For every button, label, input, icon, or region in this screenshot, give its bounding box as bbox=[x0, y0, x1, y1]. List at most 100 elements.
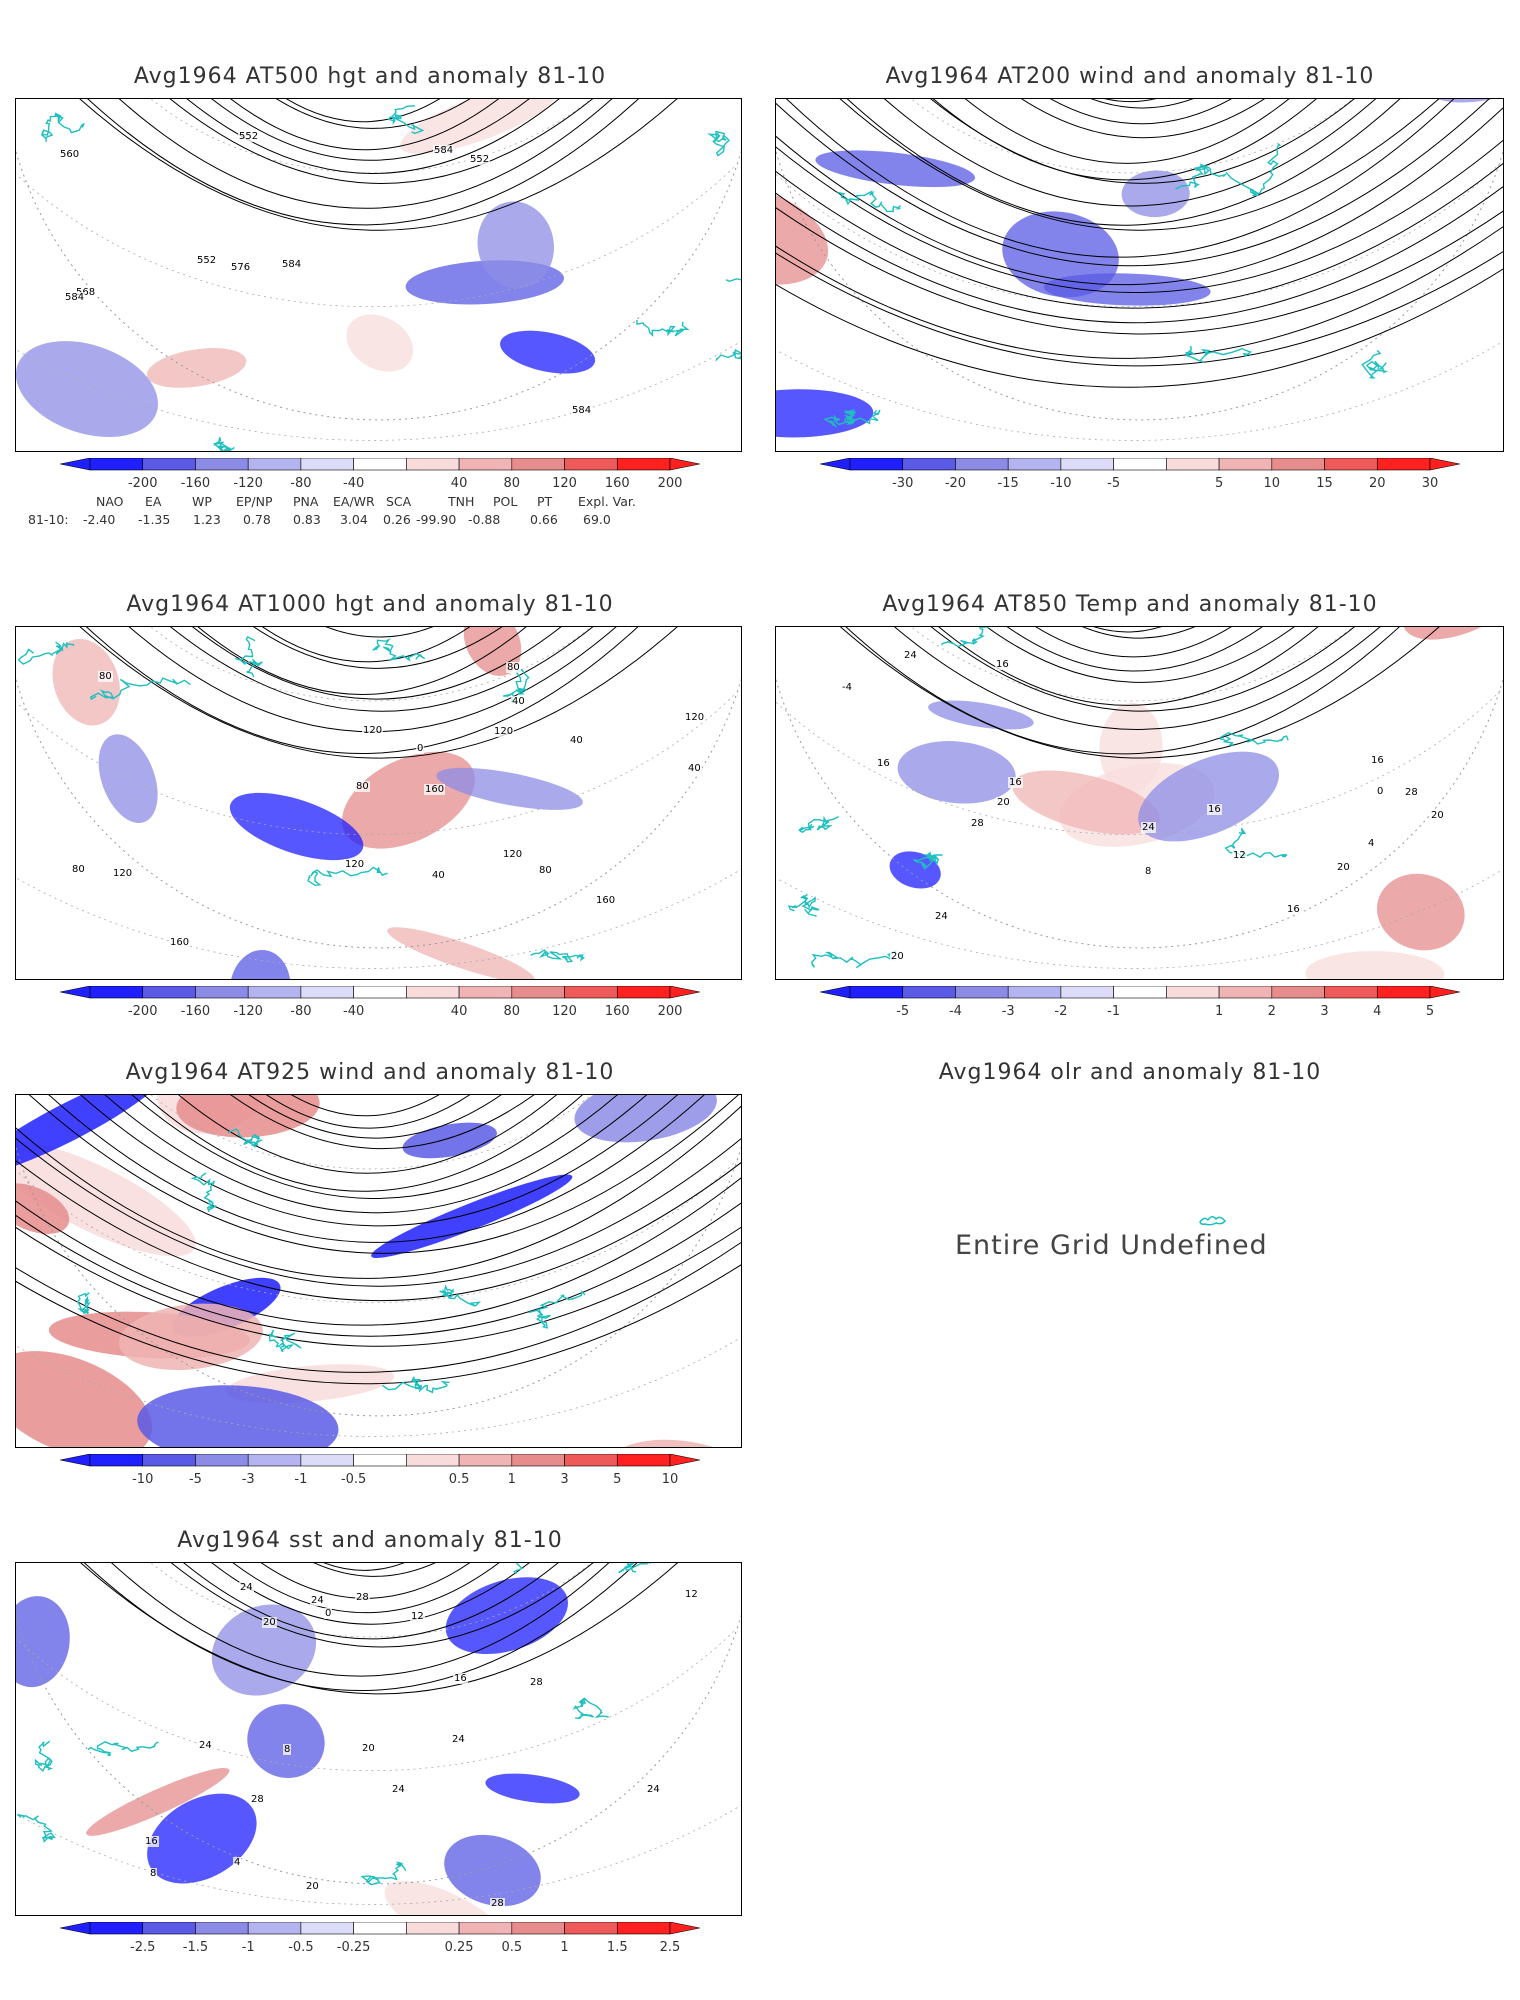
colorbar-tick-label: -40 bbox=[343, 476, 365, 491]
index-value: 0.78 bbox=[243, 512, 271, 527]
anomaly-shading bbox=[1043, 273, 1211, 306]
contour-label: 24 bbox=[239, 1582, 254, 1593]
coastline bbox=[810, 950, 897, 969]
contour-line bbox=[313, 1563, 436, 1577]
streamline bbox=[786, 99, 1455, 258]
streamline bbox=[16, 1177, 741, 1326]
contour-line bbox=[183, 1563, 559, 1640]
colorbar-swatch bbox=[142, 986, 196, 999]
contour-line bbox=[845, 627, 1400, 755]
colorbar-swatch bbox=[511, 458, 565, 471]
colorbar-tick-label: -2 bbox=[1054, 1004, 1068, 1019]
contour-line bbox=[170, 627, 594, 712]
colorbar-swatch bbox=[89, 1454, 144, 1467]
contour-label: 160 bbox=[169, 937, 191, 948]
coastline bbox=[41, 112, 85, 142]
panel-title-925: Avg1964 AT925 wind and anomaly 81-10 bbox=[125, 1060, 615, 1085]
colorbar-tick-label: 10 bbox=[1263, 476, 1281, 491]
contour-label: 0 bbox=[416, 743, 425, 754]
contour-label: 552 bbox=[238, 131, 260, 142]
colorbar-swatch bbox=[195, 986, 249, 999]
anomaly-shading bbox=[1099, 702, 1163, 793]
colorbar-swatch bbox=[195, 1454, 249, 1467]
streamline bbox=[1050, 99, 1232, 125]
anomaly-shading bbox=[400, 99, 558, 154]
contour-label: 24 bbox=[934, 911, 949, 922]
coastline bbox=[89, 677, 191, 701]
streamline bbox=[178, 1095, 558, 1174]
colorbar-swatch bbox=[1113, 986, 1167, 999]
contour-line bbox=[170, 1563, 594, 1648]
colorbar-swatch bbox=[89, 1922, 144, 1935]
anomaly-shading bbox=[137, 1385, 339, 1447]
colorbar-swatch bbox=[458, 1454, 513, 1467]
index-value: -0.88 bbox=[468, 512, 501, 527]
panel-title-500: Avg1964 AT500 hgt and anomaly 81-10 bbox=[133, 64, 607, 89]
map-plot bbox=[776, 99, 1503, 441]
anomaly-shading bbox=[485, 1773, 580, 1804]
colorbar-tick-label: -1.5 bbox=[182, 1940, 209, 1955]
colorbar-arrow-right bbox=[669, 458, 700, 471]
map-200 bbox=[775, 98, 1504, 452]
streamline bbox=[776, 107, 1503, 286]
colorbar-swatch bbox=[564, 1454, 618, 1467]
colorbar-arrow-right bbox=[1429, 986, 1460, 999]
contour-line bbox=[169, 99, 593, 184]
colorbar-swatch bbox=[300, 1922, 354, 1935]
contour-label: 4 bbox=[1367, 838, 1376, 849]
contour-line bbox=[230, 99, 500, 151]
colorbar-1000: -200 -160 -120 -80 -40 40 80 120 160 200 bbox=[60, 986, 700, 1030]
colorbar-tick-label: 1 bbox=[560, 1940, 569, 1955]
colorbar-arrow-left bbox=[820, 986, 851, 999]
coastline bbox=[788, 894, 820, 917]
contour-line bbox=[197, 627, 527, 695]
colorbar-tick-label: 5 bbox=[1214, 476, 1224, 491]
coastline bbox=[528, 1290, 586, 1329]
anomaly-shading bbox=[889, 851, 941, 889]
colorbar-tick-label: 160 bbox=[604, 1004, 630, 1019]
anomaly-shading bbox=[776, 389, 874, 438]
contour-label: 80 bbox=[506, 662, 521, 673]
contour-label: 16 bbox=[1370, 755, 1385, 766]
coastline bbox=[844, 409, 857, 426]
streamline bbox=[290, 1095, 440, 1117]
colorbar-tick-label: -4 bbox=[948, 1004, 962, 1019]
coastline bbox=[798, 815, 839, 833]
coastline bbox=[530, 949, 586, 963]
index-value: 1.23 bbox=[193, 512, 221, 527]
contour-line bbox=[232, 1563, 500, 1614]
anomaly-shading bbox=[387, 927, 535, 979]
colorbar-tick-label: 5 bbox=[1425, 1004, 1435, 1019]
colorbar-swatch bbox=[1060, 458, 1114, 471]
anomaly-shading bbox=[1402, 627, 1503, 640]
colorbar-tick-label: -120 bbox=[233, 1004, 263, 1019]
coastline bbox=[502, 668, 530, 705]
colorbar-500: -200 -160 -120 -80 -40 40 80 120 160 200 bbox=[60, 458, 700, 502]
contour-label: 16 bbox=[144, 1836, 159, 1847]
graticule-line bbox=[776, 340, 1503, 441]
contour-line bbox=[84, 1563, 638, 1691]
contour-label: 120 bbox=[493, 726, 515, 737]
index-header: NAO bbox=[96, 494, 124, 509]
colorbar-swatch bbox=[406, 1454, 460, 1467]
panel-title-olr: Avg1964 olr and anomaly 81-10 bbox=[938, 1060, 1322, 1085]
contour-label: 16 bbox=[1286, 904, 1301, 915]
colorbar-tick-label: -200 bbox=[127, 1004, 158, 1019]
colorbar-tick-label: -0.5 bbox=[288, 1940, 314, 1955]
contour-label: 24 bbox=[646, 1784, 661, 1795]
colorbar-tick-label: 120 bbox=[552, 476, 577, 491]
streamline bbox=[230, 1095, 535, 1150]
colorbar-swatch bbox=[1324, 458, 1378, 471]
colorbar-swatch bbox=[1376, 458, 1431, 471]
coastline bbox=[227, 1128, 263, 1149]
streamline bbox=[16, 1241, 741, 1373]
map-sst: 28 24 28 20 16 12 8 4 0 8 12 16 20 24 28 24 24 28 24 24 20 bbox=[15, 1562, 742, 1916]
contour-label: 28 bbox=[1404, 787, 1419, 798]
contour-label: 120 bbox=[684, 712, 706, 723]
contour-line bbox=[262, 627, 471, 663]
colorbar-swatch bbox=[458, 1922, 513, 1935]
anomaly-shading bbox=[402, 1122, 497, 1159]
coastline bbox=[1225, 143, 1281, 197]
streamline bbox=[16, 1226, 741, 1347]
colorbar-arrow-left bbox=[60, 986, 91, 999]
